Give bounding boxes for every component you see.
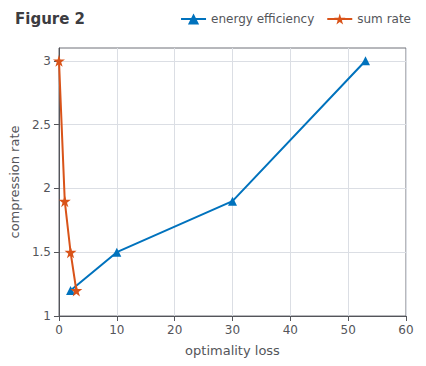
svg-text:10: 10 — [109, 323, 124, 337]
svg-text:50: 50 — [341, 323, 356, 337]
svg-text:60: 60 — [398, 323, 413, 337]
svg-text:30: 30 — [225, 323, 240, 337]
svg-text:2: 2 — [43, 181, 51, 195]
svg-text:40: 40 — [283, 323, 298, 337]
svg-text:optimality loss: optimality loss — [185, 343, 280, 358]
svg-text:0: 0 — [55, 323, 63, 337]
svg-text:20: 20 — [167, 323, 182, 337]
svg-text:energy efficiency: energy efficiency — [211, 12, 314, 26]
svg-text:1.5: 1.5 — [32, 245, 51, 259]
svg-text:Figure 2: Figure 2 — [15, 10, 85, 28]
svg-text:sum rate: sum rate — [357, 12, 411, 26]
svg-text:3: 3 — [43, 54, 51, 68]
svg-text:2.5: 2.5 — [32, 118, 51, 132]
svg-text:compression rate: compression rate — [7, 126, 22, 239]
svg-text:1: 1 — [43, 309, 51, 323]
